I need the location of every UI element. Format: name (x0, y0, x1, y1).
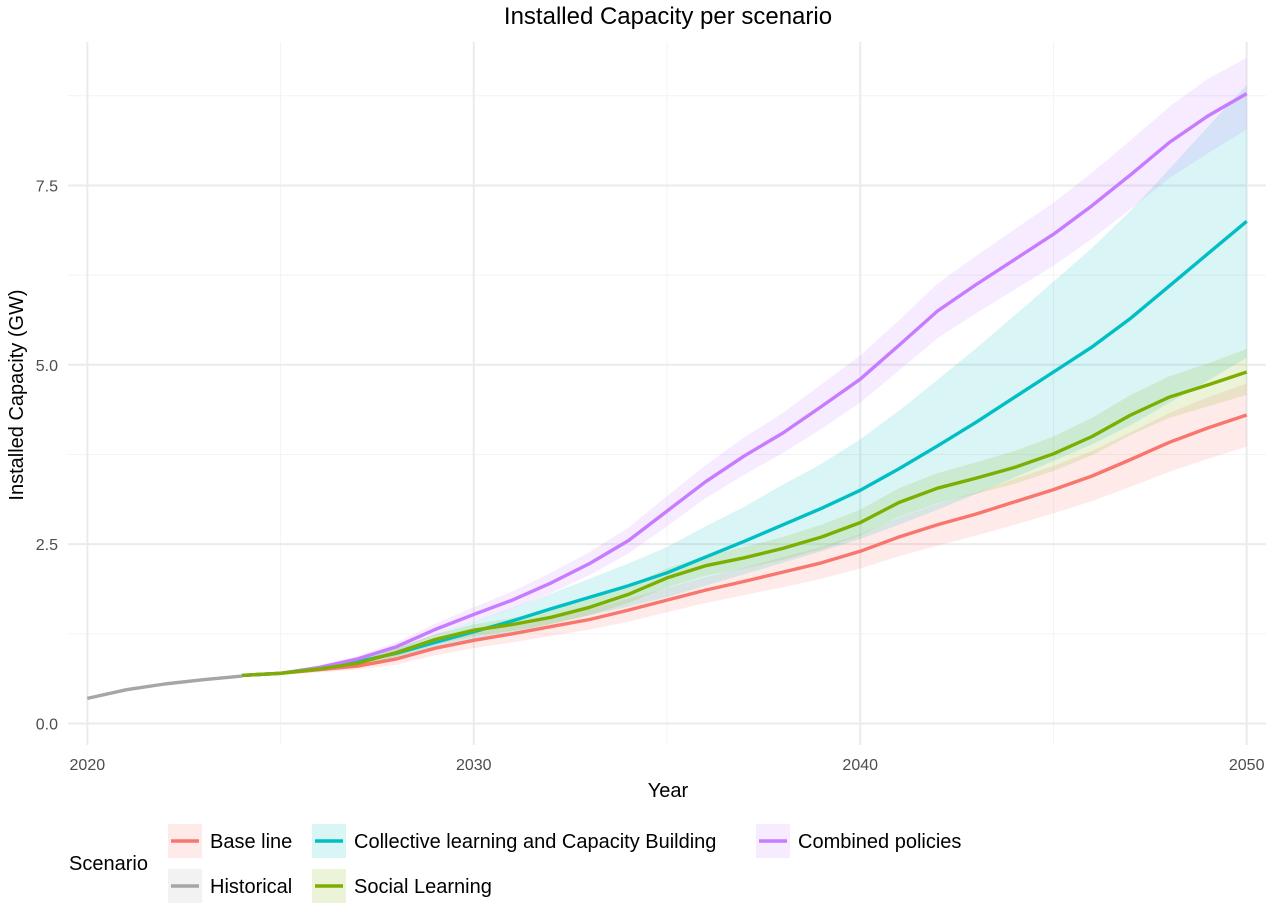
legend-label-collective-learning-and-capacity-building: Collective learning and Capacity Buildin… (354, 831, 716, 853)
y-tick-label: 2.5 (36, 537, 58, 554)
grid (68, 42, 1266, 745)
legend-label-social-learning: Social Learning (354, 876, 492, 898)
legend-title: Scenario (69, 853, 148, 875)
line-combined-policies (241, 92, 1248, 678)
legend-label-historical: Historical (210, 876, 292, 898)
x-tick-label: 2050 (1229, 757, 1265, 774)
line-historical (86, 674, 243, 701)
x-tick-label: 2040 (842, 757, 878, 774)
series-lines (86, 92, 1248, 701)
y-axis-ticks: 0.0 2.5 5.0 7.5 (36, 178, 58, 733)
x-axis-title: Year (648, 780, 689, 802)
legend-label-combined-policies: Combined policies (798, 831, 961, 853)
y-tick-label: 7.5 (36, 178, 58, 195)
y-tick-label: 0.0 (36, 716, 58, 733)
line-social-learning (241, 370, 1248, 678)
legend-label-base-line: Base line (210, 831, 292, 853)
x-tick-label: 2030 (456, 757, 492, 774)
y-axis-title: Installed Capacity (GW) (6, 289, 28, 500)
y-tick-label: 5.0 (36, 358, 58, 375)
x-tick-label: 2020 (70, 757, 106, 774)
legend: Scenario Base line Collective learning an… (69, 824, 961, 903)
line-base-line (241, 413, 1248, 678)
x-axis-ticks: 2020 2030 2040 2050 (70, 757, 1265, 774)
chart-title: Installed Capacity per scenario (504, 3, 832, 30)
